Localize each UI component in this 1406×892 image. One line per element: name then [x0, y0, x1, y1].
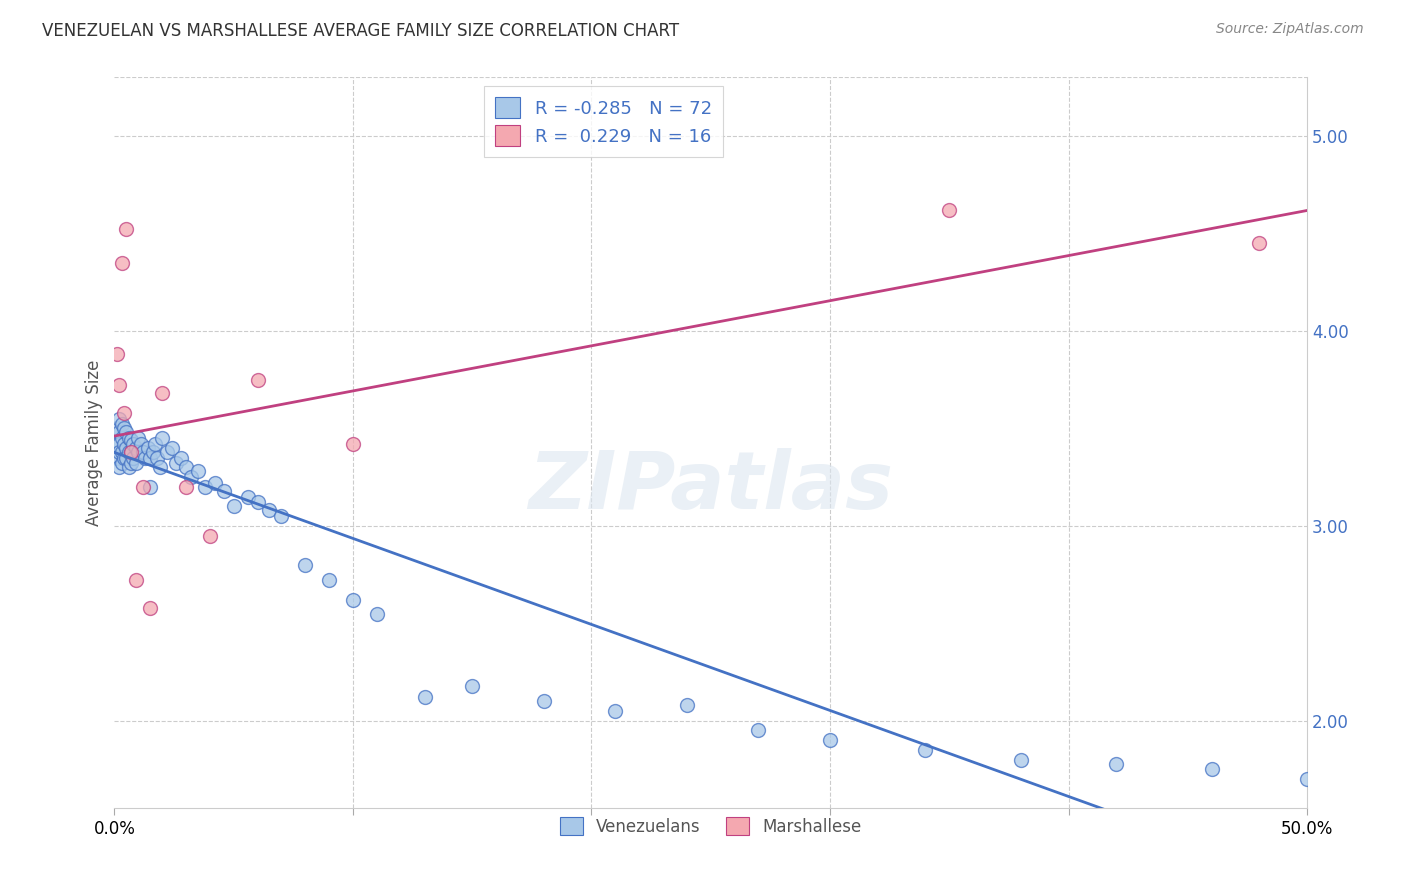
Point: [105, 450, 128, 465]
Point: [115, 441, 138, 455]
Point: [149, 460, 172, 475]
Point: [1249, 236, 1271, 251]
Point: [246, 495, 269, 509]
Point: [108, 425, 131, 440]
Point: [156, 444, 179, 458]
Point: [105, 437, 128, 451]
Point: [122, 450, 145, 465]
Point: [222, 500, 245, 514]
Point: [366, 607, 388, 621]
Point: [108, 444, 131, 458]
Point: [174, 460, 197, 475]
Point: [112, 421, 135, 435]
Text: Source: ZipAtlas.com: Source: ZipAtlas.com: [1216, 22, 1364, 37]
Point: [212, 483, 235, 498]
Point: [115, 222, 138, 236]
Point: [110, 417, 132, 432]
Point: [180, 470, 202, 484]
Point: [1105, 756, 1128, 771]
Point: [605, 704, 627, 718]
Point: [259, 503, 281, 517]
Y-axis label: Average Family Size: Average Family Size: [86, 359, 103, 526]
Point: [127, 431, 149, 445]
Point: [174, 480, 197, 494]
Point: [110, 431, 132, 445]
Point: [938, 202, 960, 217]
Point: [125, 457, 148, 471]
Point: [413, 690, 436, 705]
Point: [112, 406, 135, 420]
Point: [125, 574, 148, 588]
Point: [143, 437, 166, 451]
Point: [115, 450, 138, 465]
Point: [105, 347, 128, 361]
Point: [125, 441, 148, 455]
Point: [342, 437, 364, 451]
Point: [1010, 753, 1032, 767]
Point: [110, 444, 132, 458]
Point: [198, 528, 221, 542]
Point: [914, 743, 936, 757]
Point: [118, 460, 141, 475]
Point: [139, 480, 162, 494]
Point: [120, 444, 142, 458]
Point: [461, 679, 484, 693]
Text: ZIPatlas: ZIPatlas: [529, 448, 893, 525]
Point: [108, 411, 131, 425]
Point: [110, 457, 132, 471]
Point: [236, 490, 259, 504]
Point: [110, 255, 132, 269]
Point: [150, 431, 173, 445]
Point: [134, 450, 156, 465]
Point: [112, 437, 135, 451]
Point: [118, 444, 141, 458]
Point: [204, 475, 226, 490]
Point: [122, 437, 145, 451]
Point: [139, 600, 162, 615]
Point: [194, 480, 217, 494]
Point: [170, 450, 193, 465]
Point: [108, 378, 131, 392]
Point: [318, 574, 340, 588]
Point: [246, 373, 269, 387]
Point: [165, 457, 187, 471]
Point: [533, 694, 555, 708]
Text: VENEZUELAN VS MARSHALLESE AVERAGE FAMILY SIZE CORRELATION CHART: VENEZUELAN VS MARSHALLESE AVERAGE FAMILY…: [42, 22, 679, 40]
Point: [1296, 772, 1319, 787]
Legend: Venezuelans, Marshallese: Venezuelans, Marshallese: [551, 809, 870, 844]
Point: [294, 558, 316, 572]
Point: [105, 421, 128, 435]
Point: [142, 444, 165, 458]
Point: [129, 437, 152, 451]
Point: [139, 450, 162, 465]
Point: [127, 444, 149, 458]
Point: [120, 444, 142, 458]
Point: [132, 444, 155, 458]
Point: [112, 450, 135, 465]
Point: [270, 509, 292, 524]
Point: [818, 733, 841, 747]
Point: [120, 433, 142, 447]
Point: [146, 450, 169, 465]
Point: [136, 441, 159, 455]
Point: [108, 437, 131, 451]
Point: [342, 592, 364, 607]
Point: [160, 441, 183, 455]
Point: [120, 457, 142, 471]
Point: [187, 464, 209, 478]
Point: [676, 698, 699, 713]
Point: [108, 460, 131, 475]
Point: [1201, 763, 1223, 777]
Point: [115, 425, 138, 440]
Point: [150, 386, 173, 401]
Point: [747, 723, 769, 738]
Point: [132, 480, 155, 494]
Point: [118, 431, 141, 445]
